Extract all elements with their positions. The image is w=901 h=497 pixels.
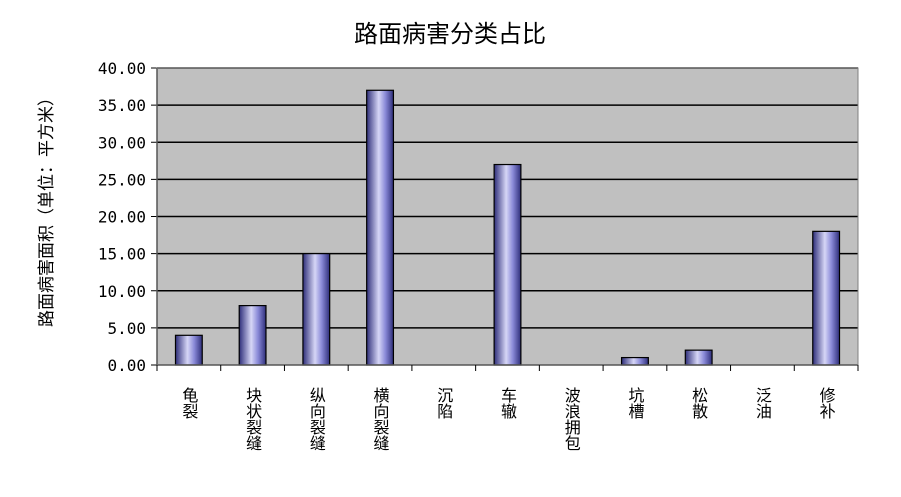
y-tick-label: 25.00 [98,170,146,189]
y-tick-label: 40.00 [98,59,146,78]
x-tick-label: 松散 [689,387,708,420]
y-tick-label: 15.00 [98,245,146,264]
bar [493,163,522,366]
x-tick-label: 横向裂缝 [371,387,390,451]
x-tick-label: 沉陷 [434,387,453,419]
bar [174,334,203,366]
bar [812,230,841,366]
axes [156,67,859,371]
x-tick-label: 块状裂缝 [243,387,262,451]
y-tick-label: 35.00 [98,96,146,115]
x-tick-label: 纵向裂缝 [307,387,326,451]
bar [238,305,267,366]
bar [684,349,713,366]
x-tick-label: 修补 [817,387,836,419]
chart-title: 路面病害分类占比 [354,20,546,48]
bars [174,89,841,366]
y-tick-label: 0.00 [107,356,146,375]
x-tick-label: 波浪拥包 [562,387,581,451]
bar [302,253,331,366]
y-tick-label: 10.00 [98,282,146,301]
y-axis-label: 路面病害面积（单位：平方米） [37,89,57,327]
y-tick-label: 30.00 [98,133,146,152]
x-tick-label: 龟裂 [179,387,198,419]
bar [620,356,649,366]
x-tick-label: 泛油 [753,387,772,419]
bar [366,89,395,366]
x-tick-label: 坑槽 [625,387,644,419]
x-tick-labels: 龟裂 块状裂缝 纵向裂缝 横向裂缝 沉陷 车辙 波浪拥包 坑槽 松散 泛油 修补 [179,387,835,451]
plot-border [156,67,859,366]
x-tick-label: 车辙 [498,387,517,420]
y-tick-label: 5.00 [107,319,146,338]
y-tick-labels: 0.00 5.00 10.00 15.00 20.00 25.00 30.00 35.00 40… [98,59,146,375]
y-tick-label: 20.00 [98,208,146,227]
